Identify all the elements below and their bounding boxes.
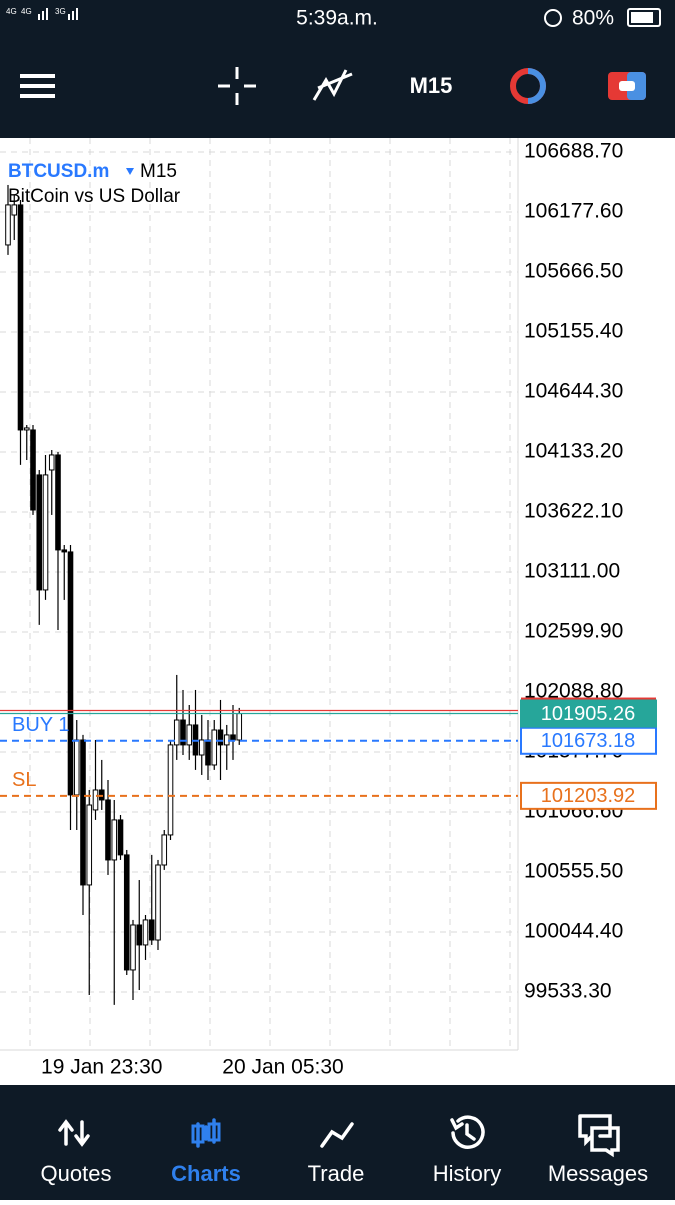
clock: 5:39a.m. [296,7,378,30]
x-tick-label: 19 Jan 23:30 [41,1056,162,1079]
nav-item[interactable]: Charts [171,1118,241,1186]
candle-body [73,739,80,796]
nav-icon [320,1122,354,1148]
y-tick-label: 99533.30 [524,980,612,1003]
trade-button[interactable] [608,72,646,100]
candle-body [205,739,211,766]
candle-body [236,713,243,741]
candle-body [86,804,93,886]
nav-items: Quotes Charts Trade History Messages [41,1114,648,1186]
candle-body [42,474,49,591]
candle-body [92,789,99,811]
y-tick-label: 100555.50 [524,860,623,883]
y-tick-label: 102088.80 [524,680,623,703]
objects-button[interactable] [510,68,546,104]
candle-body [198,739,205,756]
network-label: 4G [21,7,32,16]
candle-body [230,734,236,741]
candle-body [155,864,161,941]
candle-body [142,919,149,946]
candle-body [180,719,186,746]
nav-label: Quotes [41,1161,112,1186]
y-tick-label: 106688.70 [524,140,623,163]
candle-body [167,744,174,836]
y-tick-label: 102599.90 [524,620,623,643]
nav-label: History [433,1161,501,1186]
symbol-dropdown[interactable] [126,168,134,175]
candle-body [117,819,124,856]
nav-icon [207,1122,221,1142]
x-tick-label: 20 Jan 05:30 [222,1056,343,1079]
candle-body [17,204,24,431]
candle-body [130,924,136,971]
ask-tag-edge [521,697,656,701]
level-label: SL [12,769,36,791]
crosshair-button[interactable] [218,67,256,105]
level-label: BUY 1 [12,714,69,736]
candle-body [5,204,11,246]
price-tag [520,781,657,810]
candle-body [211,729,218,766]
price-tag [520,699,657,728]
candle-body [186,724,193,746]
nav-icon [58,1119,90,1147]
candle-body [67,551,74,796]
nav-icon [191,1124,205,1144]
chart-area [0,138,675,1085]
candle-body [123,854,130,971]
nav-icon [450,1115,485,1149]
y-tick-label: 105666.50 [524,260,623,283]
network-label: 4G [6,7,17,16]
y-tick-label: 103111.00 [524,560,620,583]
y-tick-label: 104644.30 [524,380,623,403]
nav-icon [578,1114,620,1158]
price-tag-label: 101673.18 [541,730,636,752]
indicators-button[interactable] [312,69,353,101]
nav-label: Trade [308,1161,365,1186]
candle-body [161,834,168,866]
candle-body [80,739,86,886]
signal-icon [38,8,78,20]
y-tick-label: 105155.40 [524,320,623,343]
network-label: 3G [55,7,66,16]
chart-timeframe: M15 [140,161,177,182]
candle-body [105,799,111,861]
candle-body [61,549,68,553]
menu-button[interactable] [20,74,55,98]
top-bar [0,0,675,138]
battery-percent: 80% [572,7,614,30]
battery-icon [627,8,661,27]
bottom-nav [0,1085,675,1200]
candle-body [30,429,36,511]
chart: 106688.70 106177.60 105666.50 105155.40 1046… [0,138,657,1079]
candle-body [173,719,180,746]
nav-item[interactable]: Trade [308,1122,365,1186]
nav-item[interactable]: Messages [548,1114,648,1186]
y-tick-label: 104133.20 [524,440,623,463]
price-tag-label: 101203.92 [541,785,636,807]
candle-body [136,924,143,946]
candle-body [111,819,118,861]
nav-label: Messages [548,1161,648,1186]
timeframe-button[interactable]: M15 [410,73,453,98]
nav-item[interactable]: Quotes [41,1119,112,1186]
candle-body [36,474,43,591]
candle-body [148,919,155,941]
price-tag-label: 101905.26 [541,703,636,725]
symbol-description: BitCoin vs US Dollar [8,186,181,207]
alarm-icon [544,9,562,27]
y-tick-label: 103622.10 [524,500,623,523]
y-tick-label: 100044.40 [524,920,623,943]
candle-body [55,454,61,551]
nav-label: Charts [171,1161,241,1186]
candle-body [48,454,55,471]
candle-body [217,729,224,746]
y-tick-label: 106177.60 [524,200,623,223]
price-tag [520,726,657,755]
candle-body [11,204,18,216]
candle-body [23,427,30,431]
symbol[interactable]: BTCUSD.m [8,161,109,182]
nav-item[interactable]: History [433,1115,501,1186]
